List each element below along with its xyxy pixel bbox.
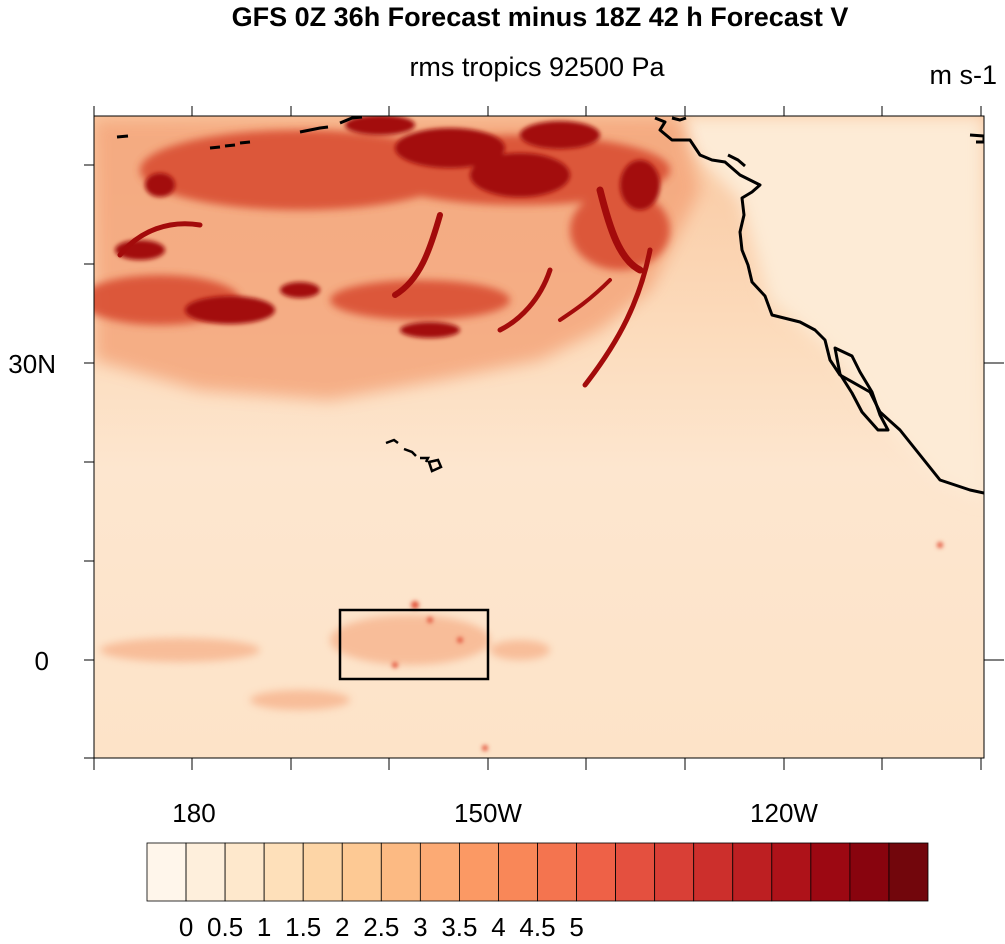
colorbar-swatch bbox=[810, 842, 851, 902]
map-frame bbox=[84, 106, 1004, 770]
colorbar-tick-label: 2 bbox=[335, 912, 349, 942]
colorbar-swatch bbox=[224, 842, 265, 902]
colorbar-swatch bbox=[576, 842, 616, 902]
colorbar-tick-label: 1 bbox=[257, 912, 271, 942]
lat-label-30n: 30N bbox=[8, 349, 56, 379]
lon-label-180: 180 bbox=[172, 798, 215, 828]
colorbar-swatch bbox=[302, 842, 343, 902]
colorbar-swatch bbox=[380, 842, 421, 902]
colorbar bbox=[146, 842, 929, 902]
colorbar-swatch bbox=[654, 842, 695, 902]
lon-label-120w: 120W bbox=[750, 798, 818, 828]
colorbar-tick-label: 3 bbox=[413, 912, 427, 942]
colorbar-swatch bbox=[458, 842, 499, 902]
colorbar-tick-label: 3.5 bbox=[441, 912, 477, 942]
colorbar-swatch bbox=[693, 842, 734, 902]
map-field bbox=[94, 116, 984, 758]
colorbar-swatch bbox=[185, 842, 226, 902]
colorbar-tick-label: 0 bbox=[179, 912, 193, 942]
colorbar-swatch bbox=[537, 842, 577, 902]
chart-subtitle: rms tropics 92500 Pa bbox=[409, 52, 665, 82]
colorbar-swatch bbox=[615, 842, 656, 902]
colorbar-tick-label: 0.5 bbox=[207, 912, 243, 942]
colorbar-swatch bbox=[146, 842, 187, 902]
colorbar-tick-label: 4.5 bbox=[519, 912, 555, 942]
colorbar-swatch bbox=[771, 842, 812, 902]
colorbar-swatch bbox=[498, 842, 538, 902]
colorbar-labels: 0 0.5 1 1.5 2 2.5 3 3.5 4 4.5 5 bbox=[179, 912, 584, 942]
hawaii-islands bbox=[385, 438, 443, 473]
coastlines bbox=[116, 116, 984, 495]
colorbar-tick-label: 4 bbox=[491, 912, 505, 942]
lat-label-0: 0 bbox=[35, 646, 49, 676]
colorbar-tick-label: 5 bbox=[569, 912, 583, 942]
colorbar-swatch bbox=[341, 842, 382, 902]
colorbar-tick-label: 2.5 bbox=[363, 912, 399, 942]
colorbar-tick-label: 1.5 bbox=[285, 912, 321, 942]
units-label: m s-1 bbox=[929, 60, 998, 90]
region-box bbox=[338, 608, 490, 681]
colorbar-swatch bbox=[419, 842, 460, 902]
chart-title: GFS 0Z 36h Forecast minus 18Z 42 h Forec… bbox=[231, 2, 849, 32]
colorbar-swatch bbox=[732, 842, 773, 902]
colorbar-swatch bbox=[263, 842, 304, 902]
colorbar-swatch bbox=[888, 842, 929, 902]
lon-label-150w: 150W bbox=[454, 798, 522, 828]
colorbar-swatch bbox=[849, 842, 890, 902]
